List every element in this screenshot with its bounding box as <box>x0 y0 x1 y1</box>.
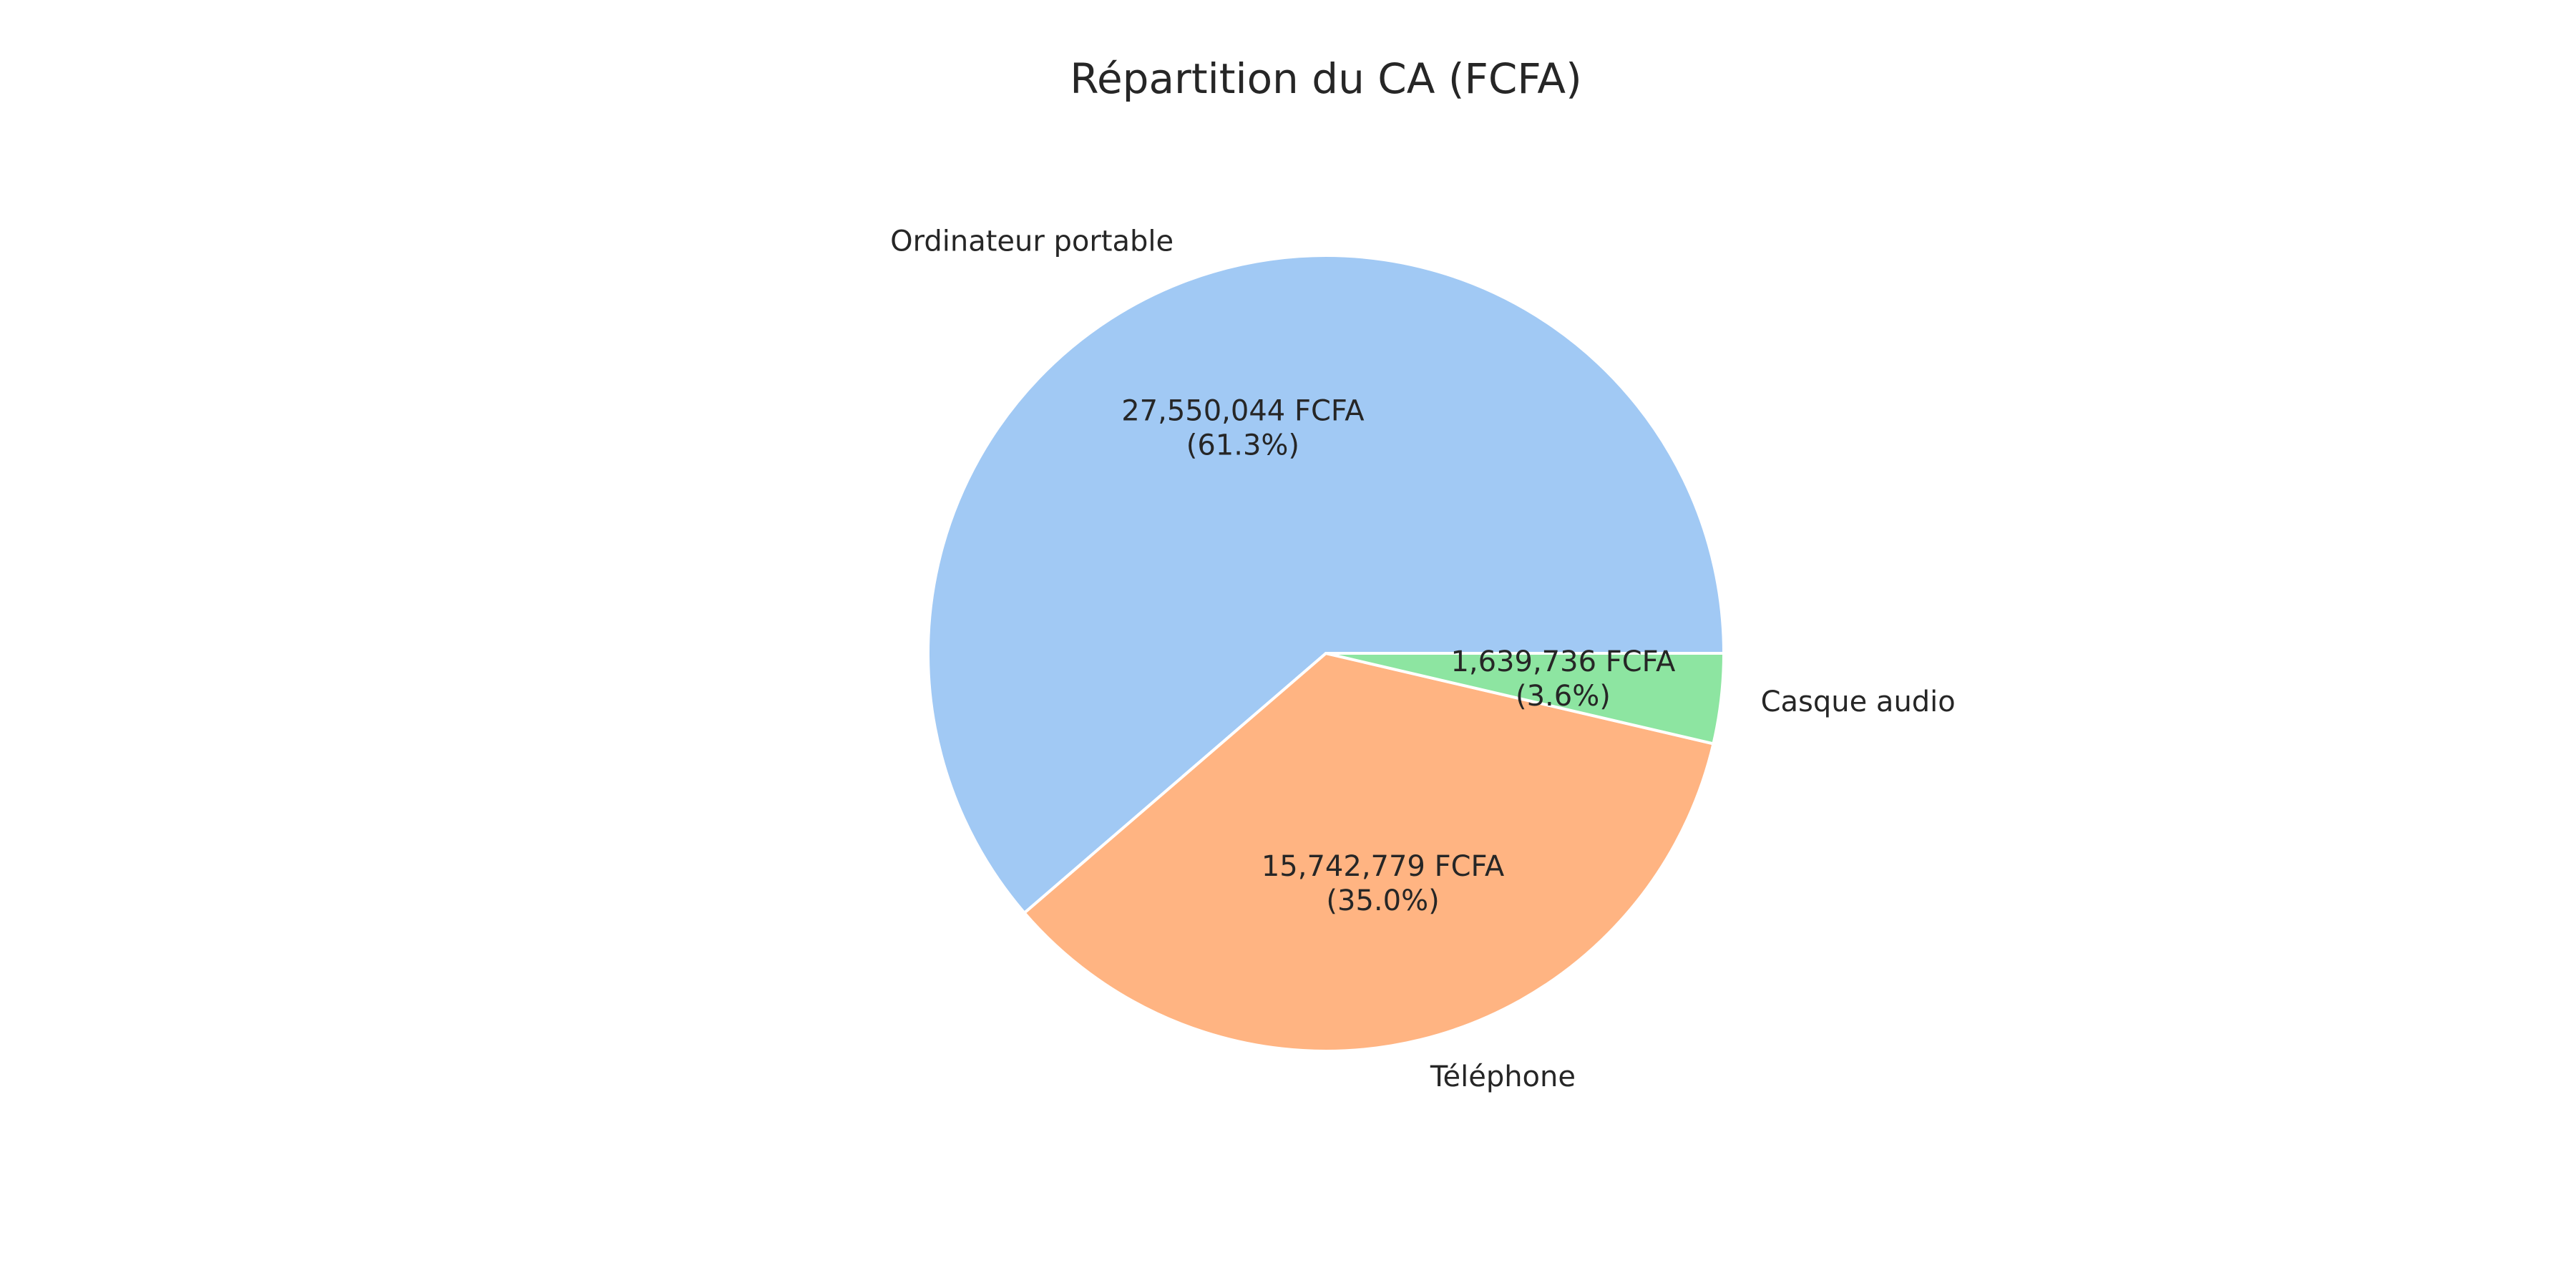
pie-labels: Ordinateur portable 27,550,044 FCFA(61.3%… <box>890 225 1956 1093</box>
slice-value-label: 1,639,736 FCFA <box>1450 645 1676 678</box>
pie-slice-2 <box>1324 652 1725 746</box>
slice-category-label: Téléphone <box>1430 1060 1576 1093</box>
chart-title: Répartition du CA (FCFA) <box>1070 54 1581 103</box>
slice-category-label: Ordinateur portable <box>890 225 1174 258</box>
pie-slice-0 <box>927 254 1725 914</box>
slice-percent-label: (61.3%) <box>1186 429 1299 462</box>
pie-slice-1 <box>1023 652 1715 1053</box>
slice-category-label: Casque audio <box>1761 686 1956 718</box>
slice-percent-label: (3.6%) <box>1516 680 1611 713</box>
slice-percent-label: (35.0%) <box>1326 884 1439 917</box>
pie-slices <box>927 254 1725 1053</box>
slice-value-label: 27,550,044 FCFA <box>1121 394 1365 427</box>
slice-value-label: 15,742,779 FCFA <box>1262 850 1505 883</box>
